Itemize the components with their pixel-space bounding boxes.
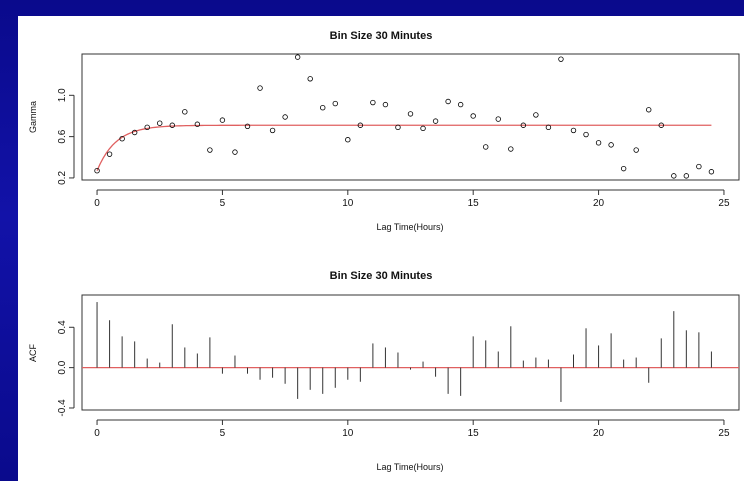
gamma-point [182, 109, 188, 115]
gamma-point [520, 122, 527, 128]
gamma-point [646, 107, 652, 113]
gamma-point [232, 149, 238, 155]
gamma-point [332, 100, 338, 107]
acf-plot-ylabel: ACF [28, 343, 38, 362]
gamma-point [407, 111, 414, 117]
gamma-point [658, 122, 664, 128]
gamma-point [671, 173, 677, 179]
gamma-point [294, 54, 301, 60]
gamma-point [508, 146, 514, 152]
gamma-plot-y-axis: 0.2 0.6 1.0 [57, 88, 75, 185]
gamma-plot-y-tick-label: 0.6 [57, 129, 68, 143]
acf-plot-x-axis: 0 5 10 15 20 25 [94, 419, 730, 439]
gamma-point [470, 113, 476, 119]
gamma-plot-title: Bin Size 30 Minutes [330, 30, 433, 42]
gamma-plot: Bin Size 30 Minutes Gamma Lag Time(Hours… [28, 30, 740, 232]
gamma-point [106, 151, 113, 157]
figure-svg: Bin Size 30 Minutes Gamma Lag Time(Hours… [28, 30, 740, 472]
gamma-point [345, 137, 351, 143]
gamma-plot-x-tick-label: 25 [718, 198, 730, 209]
figure-panel: Bin Size 30 Minutes Gamma Lag Time(Hours… [18, 16, 744, 481]
gamma-point [257, 85, 263, 91]
gamma-point [457, 101, 464, 108]
gamma-plot-x-axis: 0 5 10 15 20 25 [94, 189, 730, 209]
acf-plot-x-tick-label: 25 [718, 428, 730, 439]
gamma-plot-y-tick-label: 1.0 [57, 88, 68, 102]
gamma-point [420, 125, 426, 132]
acf-plot-y-tick-label: -0.4 [57, 399, 68, 417]
gamma-point [94, 168, 100, 174]
gamma-point [169, 122, 175, 128]
gamma-point [633, 147, 639, 153]
gamma-point [545, 124, 552, 131]
gamma-point [194, 121, 201, 127]
acf-plot-y-tick-label: 0.4 [57, 320, 68, 334]
acf-plot-x-tick-label: 15 [468, 428, 480, 439]
gamma-point [307, 76, 313, 82]
acf-plot-xlabel: Lag Time(Hours) [376, 462, 443, 472]
gamma-point [131, 129, 138, 136]
gamma-point [432, 118, 439, 124]
gamma-plot-x-tick-label: 10 [342, 198, 354, 209]
gamma-point [583, 131, 589, 138]
gamma-plot-frame [81, 53, 740, 181]
gamma-plot-xlabel: Lag Time(Hours) [376, 222, 443, 232]
acf-bars [96, 302, 712, 402]
acf-plot-y-axis: -0.4 0.0 0.4 [57, 320, 75, 417]
gamma-plot-y-tick-label: 0.2 [57, 171, 68, 185]
gamma-point [370, 99, 376, 106]
gamma-point [683, 173, 690, 179]
acf-plot-x-tick-label: 0 [94, 428, 100, 439]
gamma-point [282, 114, 288, 120]
gamma-point [445, 98, 451, 105]
gamma-point [696, 163, 702, 170]
gamma-point [495, 116, 501, 122]
gamma-points [94, 54, 715, 179]
gamma-point [533, 112, 539, 118]
gamma-point [357, 122, 364, 128]
acf-plot: Bin Size 30 Minutes ACF Lag Time(Hours) … [28, 270, 740, 472]
gamma-plot-x-tick-label: 5 [220, 198, 226, 209]
gamma-fit-line [96, 124, 712, 171]
gamma-point [157, 120, 163, 126]
acf-plot-y-tick-label: 0.0 [57, 360, 68, 374]
gamma-point [595, 140, 602, 146]
gamma-point [620, 165, 627, 172]
gamma-point [483, 144, 489, 150]
gamma-point [395, 124, 401, 131]
gamma-point [320, 105, 326, 111]
gamma-point [558, 56, 564, 62]
acf-plot-title: Bin Size 30 Minutes [330, 270, 433, 282]
gamma-point [570, 127, 577, 134]
gamma-plot-x-tick-label: 15 [468, 198, 480, 209]
acf-plot-x-tick-label: 10 [342, 428, 354, 439]
acf-plot-x-tick-label: 5 [220, 428, 226, 439]
acf-plot-frame [81, 294, 740, 411]
acf-plot-x-tick-label: 20 [593, 428, 605, 439]
gamma-point [269, 127, 276, 134]
gamma-point [608, 142, 614, 148]
gamma-point [382, 101, 389, 108]
gamma-point [144, 124, 150, 131]
gamma-plot-x-tick-label: 20 [593, 198, 605, 209]
gamma-point [207, 147, 213, 153]
gamma-point [244, 123, 251, 129]
gamma-point [119, 135, 125, 142]
gamma-plot-ylabel: Gamma [28, 101, 38, 133]
gamma-point [219, 117, 226, 123]
gamma-plot-x-tick-label: 0 [94, 198, 100, 209]
gamma-point [708, 169, 715, 175]
